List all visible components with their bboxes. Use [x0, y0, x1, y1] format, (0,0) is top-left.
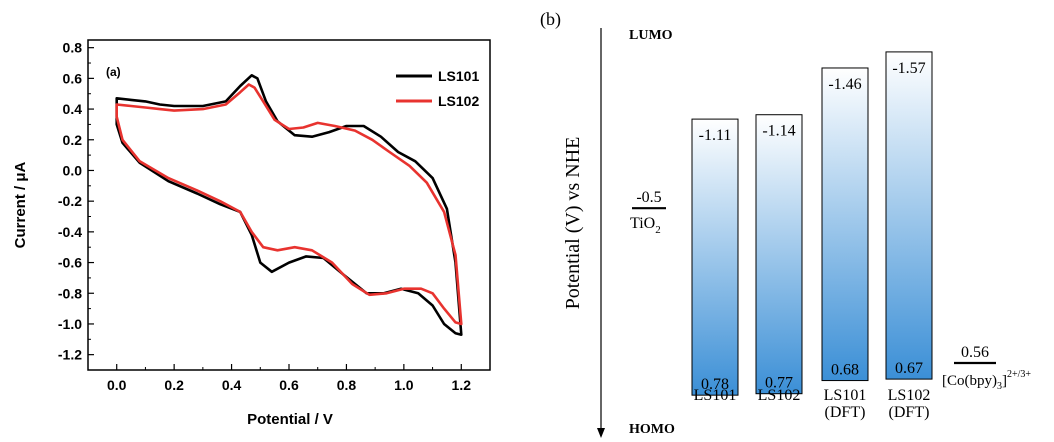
reference-level-label: [Co(bpy)3]2+/3+: [942, 369, 1031, 392]
panel-label-a: (a): [106, 65, 121, 79]
lumo-value: -1.14: [762, 123, 795, 140]
x-axis-label: Potential / V: [247, 411, 333, 428]
y-tick-label: -0.4: [58, 224, 82, 240]
energy-level-diagram: (b) LUMO HOMO Potential (V) vs NHE -1.11…: [540, 9, 1031, 438]
legend: LS101 LS102: [396, 68, 479, 109]
homo-value: 0.78: [701, 376, 729, 393]
x-tick-label: 0.0: [107, 377, 127, 393]
y-axis-label: Current / μA: [12, 161, 29, 248]
x-tick-label: 0.8: [337, 377, 357, 393]
y-tick-label: 0.8: [63, 40, 83, 56]
axis-arrowhead: [597, 428, 605, 438]
axis-top-label: LUMO: [629, 28, 673, 43]
homo-value: 0.67: [895, 360, 923, 377]
x-tick-label: 1.0: [394, 377, 414, 393]
series-line-ls102: [115, 83, 463, 326]
category-label: (DFT): [889, 404, 930, 421]
x-tick-label: 0.6: [279, 377, 299, 393]
category-label: LS101: [694, 387, 737, 404]
energy-bar: [755, 114, 803, 395]
category-label: LS102: [758, 387, 801, 404]
y-tick-label: 0.4: [63, 101, 83, 117]
energy-bar: [885, 51, 933, 380]
axis-bottom-label: HOMO: [629, 422, 675, 437]
legend-label: LS102: [438, 93, 479, 109]
reference-level-value: 0.56: [961, 344, 989, 361]
y-tick-label: -0.2: [58, 193, 82, 209]
x-tick-label: 1.2: [452, 377, 472, 393]
potential-axis-label: Potential (V) vs NHE: [562, 137, 584, 310]
y-tick-label: 0.0: [63, 162, 83, 178]
y-tick-label: -0.8: [58, 285, 82, 301]
homo-value: 0.77: [765, 375, 793, 392]
legend-label: LS101: [438, 68, 479, 84]
lumo-value: -1.46: [828, 76, 861, 93]
category-label: (DFT): [825, 404, 866, 421]
plot-frame: [87, 39, 491, 371]
category-label: LS101: [824, 387, 867, 404]
energy-bar: [821, 67, 869, 382]
x-tick-label: 0.2: [164, 377, 184, 393]
energy-bar: [691, 118, 739, 396]
y-tick-label: 0.2: [63, 132, 83, 148]
y-tick-label: 0.6: [63, 70, 83, 86]
reference-level-value: -0.5: [636, 189, 661, 206]
lumo-value: -1.57: [892, 60, 925, 77]
series-line-ls101: [115, 74, 463, 336]
y-tick-label: -1.0: [58, 316, 82, 332]
homo-value: 0.68: [831, 362, 859, 379]
cv-chart: 0.0 0.2 0.4 0.6 0.8 1.0 1.2 -1.2 -1.0 -0.8 -0.6 -0.…: [12, 39, 491, 428]
y-tick-label: -0.6: [58, 255, 82, 271]
category-label: LS102: [888, 387, 931, 404]
x-tick-label: 0.4: [222, 377, 242, 393]
panel-label-b: (b): [540, 9, 561, 30]
lumo-value: -1.11: [699, 127, 732, 144]
y-tick-label: -1.2: [58, 347, 82, 363]
reference-level-label: TiO2: [630, 215, 661, 236]
